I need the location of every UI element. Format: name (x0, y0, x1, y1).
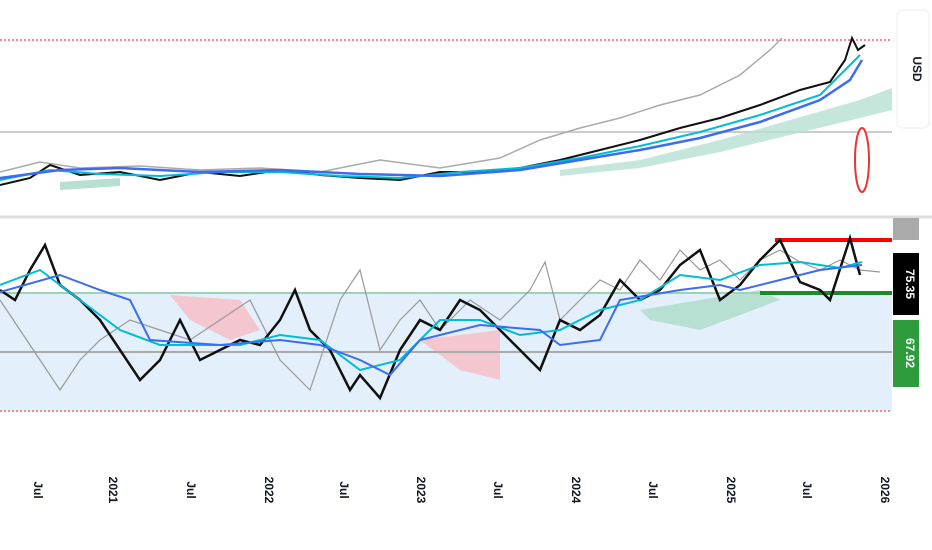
x-tick-label: Jul (646, 481, 660, 498)
x-tick-label: 2023 (414, 477, 428, 504)
ma-line (0, 59, 864, 180)
cloud (640, 290, 780, 330)
ma-line (0, 54, 861, 181)
x-tick-label: Jul (31, 481, 45, 498)
x-tick-label: Jul (800, 481, 814, 498)
cloud (170, 295, 260, 340)
badge-label: 67.92 (903, 338, 917, 368)
x-tick-label: Jul (184, 481, 198, 498)
signal-line (0, 264, 863, 377)
scale-box (893, 218, 919, 240)
cloud (60, 178, 120, 190)
flag-icon (854, 127, 870, 193)
x-axis: Jul 2021 Jul 2022 Jul 2023 Jul 2024 Jul 2025 Jul 20… (31, 477, 892, 504)
cloud (560, 88, 892, 176)
currency-box (896, 9, 930, 129)
badge-box (893, 320, 919, 387)
price-line (0, 37, 783, 173)
currency-label: USD (910, 56, 924, 82)
cloud (420, 330, 500, 380)
badge-box (893, 253, 919, 315)
price-line (0, 35, 866, 186)
x-tick-label: 2021 (106, 477, 120, 504)
signal-line (0, 260, 863, 372)
x-tick-label: 2024 (569, 477, 583, 504)
oscillator-line (0, 249, 881, 392)
x-tick-label: 2026 (878, 477, 892, 504)
badge-label: 75.35 (903, 269, 917, 299)
oscillator-line (0, 233, 862, 401)
x-tick-label: 2025 (724, 477, 738, 504)
x-tick-label: Jul (491, 481, 505, 498)
x-tick-label: Jul (337, 481, 351, 498)
x-tick-label: 2022 (262, 477, 276, 504)
